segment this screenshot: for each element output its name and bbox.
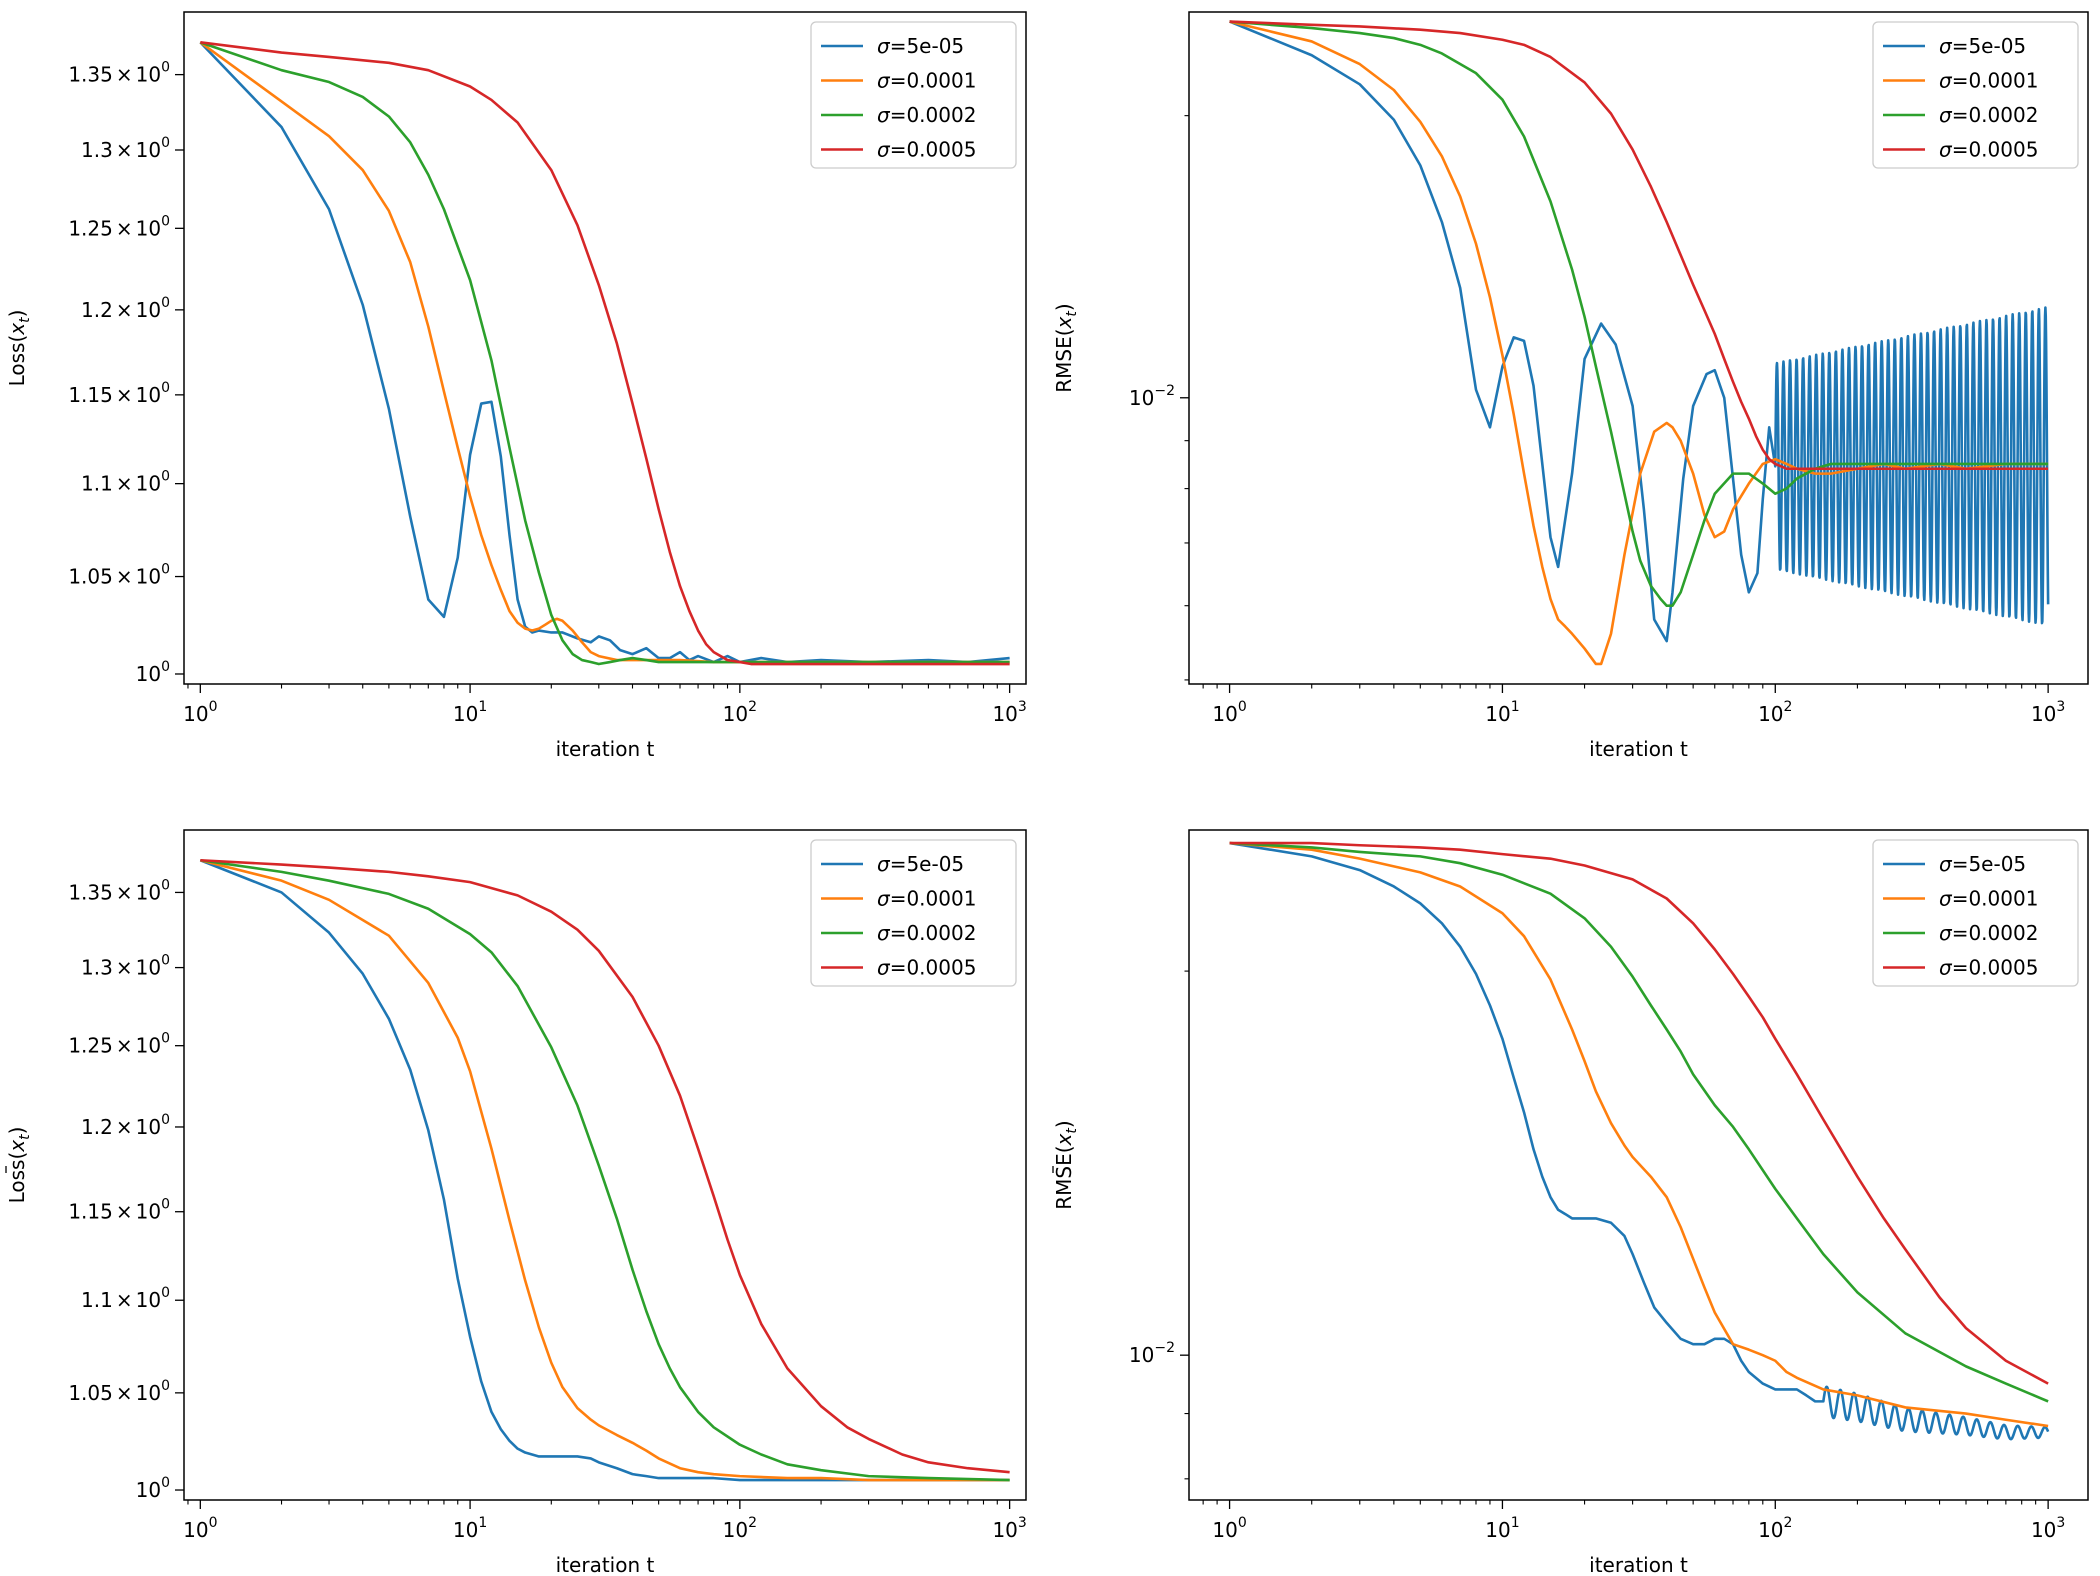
plot-frame bbox=[183, 829, 1027, 1501]
y-tick-label: 10−2 bbox=[1129, 1340, 1175, 1367]
y-tick-label: 100 bbox=[136, 1475, 170, 1502]
x-axis-label: iteration t bbox=[1589, 1553, 1688, 1576]
plot-frame bbox=[1188, 11, 2089, 685]
legend: σ=5e-05 σ=0.0001 σ=0.0002 σ=0.0005 bbox=[810, 839, 1017, 987]
y-tick-label: 10−2 bbox=[1129, 383, 1175, 410]
plot-frame bbox=[183, 11, 1027, 685]
y-tick-label: 1.05 × 100 bbox=[68, 562, 170, 589]
series-line-5e-05 bbox=[199, 859, 1010, 1482]
series-line-0.0001 bbox=[200, 858, 1010, 1482]
y-tick-label: 1.25 × 100 bbox=[68, 1031, 170, 1058]
y-tick-label: 1.15 × 100 bbox=[68, 380, 170, 407]
series-line-0.0001 bbox=[1229, 20, 2049, 666]
legend-label: σ=0.0001 bbox=[877, 887, 976, 911]
legend: σ=5e-05 σ=0.0001 σ=0.0002 σ=0.0005 bbox=[1872, 839, 2079, 987]
legend-label: σ=5e-05 bbox=[1939, 852, 2026, 876]
legend: σ=5e-05 σ=0.0001 σ=0.0002 σ=0.0005 bbox=[810, 21, 1017, 169]
series-line-0.0002 bbox=[1229, 20, 2049, 607]
y-tick-label: 1.1 × 100 bbox=[81, 469, 170, 496]
legend-label: σ=5e-05 bbox=[877, 852, 964, 876]
y-tick-label: 1.3 × 100 bbox=[81, 135, 170, 162]
x-tick-label: 100 bbox=[1212, 699, 1246, 726]
legend-label: σ=0.0005 bbox=[1939, 138, 2038, 162]
y-tick-label: 1.2 × 100 bbox=[81, 295, 170, 322]
series-line-5e-05 bbox=[1229, 841, 2050, 1441]
legend-label: σ=0.0002 bbox=[877, 103, 976, 127]
series-line-0.0002 bbox=[1229, 841, 2049, 1403]
legend-box bbox=[1872, 21, 2079, 169]
chart-top-left: 100 101 102 103 100 1.05 × 100 1.1 × 100 1.15 × 100 1.… bbox=[5, 11, 1027, 761]
x-tick-label: 103 bbox=[992, 699, 1026, 726]
x-tick-label: 100 bbox=[183, 1515, 217, 1542]
x-tick-label: 100 bbox=[183, 699, 217, 726]
y-axis-label: Loss(xt) bbox=[5, 310, 33, 387]
x-axis-label: iteration t bbox=[1589, 737, 1688, 761]
x-tick-label: 101 bbox=[453, 699, 487, 726]
x-tick-label: 103 bbox=[992, 1515, 1026, 1542]
x-tick-label: 102 bbox=[723, 1515, 757, 1542]
legend-label: σ=5e-05 bbox=[1939, 34, 2026, 58]
x-tick-label: 103 bbox=[2031, 699, 2065, 726]
x-tick-label: 101 bbox=[1485, 1515, 1519, 1542]
x-tick-label: 101 bbox=[453, 1515, 487, 1542]
y-tick-label: 1.2 × 100 bbox=[81, 1112, 170, 1139]
chart-bottom-right: 100 101 102 103 10−2 iteration t RMSE(xt) σ=5e-… bbox=[1052, 829, 2089, 1576]
y-tick-label: 1.35 × 100 bbox=[68, 60, 170, 87]
legend-label: σ=0.0001 bbox=[877, 69, 976, 93]
x-tick-label: 103 bbox=[2031, 1515, 2065, 1542]
y-axis-label: RMSE(xt) bbox=[1052, 303, 1080, 392]
y-tick-label: 1.25 × 100 bbox=[68, 213, 170, 240]
legend-label: σ=0.0002 bbox=[1939, 921, 2038, 945]
y-tick-label: 1.05 × 100 bbox=[68, 1378, 170, 1405]
y-axis-label: RMSE(xt) bbox=[1052, 1120, 1080, 1209]
x-tick-label: 102 bbox=[723, 699, 757, 726]
legend-label: σ=5e-05 bbox=[877, 34, 964, 58]
legend-box bbox=[810, 21, 1017, 169]
series-line-0.0001 bbox=[1229, 841, 2049, 1428]
y-axis-label: Loss(xt) bbox=[5, 1127, 33, 1204]
legend-box bbox=[1872, 839, 2079, 987]
legend: σ=5e-05 σ=0.0001 σ=0.0002 σ=0.0005 bbox=[1872, 21, 2079, 169]
series-group bbox=[1229, 20, 2050, 666]
y-tick-label: 1.35 × 100 bbox=[68, 877, 170, 904]
legend-box bbox=[810, 839, 1017, 987]
series-line-0.0002 bbox=[200, 858, 1010, 1482]
y-tick-label: 1.3 × 100 bbox=[81, 953, 170, 980]
series-line-0.0005 bbox=[1229, 20, 2049, 471]
series-line-0.0005 bbox=[200, 858, 1010, 1474]
legend-label: σ=0.0001 bbox=[1939, 69, 2038, 93]
chart-bottom-left: 100 101 102 103 100 1.05 × 100 1.1 × 100 1.15 × 100 1.… bbox=[5, 829, 1027, 1576]
plot-frame bbox=[1188, 829, 2089, 1501]
series-line-5e-05 bbox=[1229, 20, 2050, 643]
series-group bbox=[199, 858, 1010, 1482]
x-tick-label: 102 bbox=[1758, 1515, 1792, 1542]
legend-label: σ=0.0005 bbox=[877, 956, 976, 980]
x-axis-label: iteration t bbox=[556, 1553, 655, 1576]
y-tick-label: 100 bbox=[136, 659, 170, 686]
y-tick-label: 1.1 × 100 bbox=[81, 1285, 170, 1312]
legend-label: σ=0.0001 bbox=[1939, 887, 2038, 911]
legend-label: σ=0.0002 bbox=[877, 921, 976, 945]
chart-top-right: 100 101 102 103 10−2 iteration t RMSE(xt) σ=5e-… bbox=[1052, 11, 2089, 761]
series-line-0.0005 bbox=[1229, 841, 2049, 1385]
series-group bbox=[1229, 841, 2050, 1441]
x-tick-label: 102 bbox=[1758, 699, 1792, 726]
legend-label: σ=0.0002 bbox=[1939, 103, 2038, 127]
series-group bbox=[199, 41, 1010, 666]
legend-label: σ=0.0005 bbox=[877, 138, 976, 162]
x-axis-label: iteration t bbox=[556, 737, 655, 761]
y-tick-label: 1.15 × 100 bbox=[68, 1197, 170, 1224]
legend-label: σ=0.0005 bbox=[1939, 956, 2038, 980]
x-tick-label: 100 bbox=[1212, 1515, 1246, 1542]
series-line-0.0005 bbox=[200, 41, 1010, 666]
x-tick-label: 101 bbox=[1485, 699, 1519, 726]
